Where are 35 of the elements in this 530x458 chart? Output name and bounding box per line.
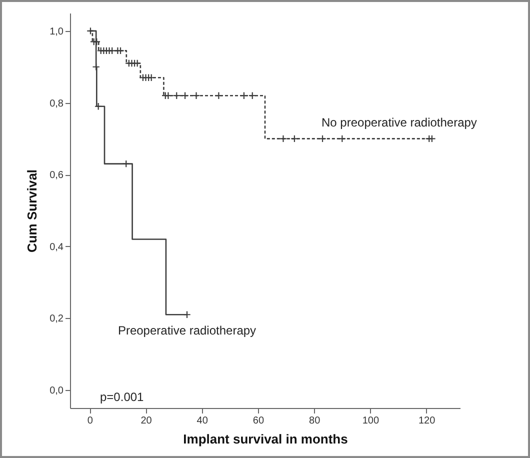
point	[183, 310, 191, 319]
x-tick-label: 20	[140, 416, 152, 426]
point	[92, 38, 101, 46]
point	[172, 92, 181, 100]
point	[279, 134, 288, 143]
y-tick-label: 0,2	[50, 314, 64, 325]
point	[192, 92, 200, 100]
x-tick-label: 40	[196, 416, 208, 426]
y-tick-label: 0,4	[50, 242, 64, 253]
x-tick-label: 0	[87, 416, 94, 426]
series-label: No preoperative radiotherapy	[322, 116, 477, 130]
y-tick-label: 0,6	[50, 170, 64, 182]
point	[94, 102, 102, 110]
point	[290, 134, 298, 143]
point	[164, 92, 172, 100]
annotation: p=0.001	[100, 390, 144, 404]
point	[108, 46, 116, 55]
point	[122, 160, 130, 168]
y-axis-title: Cum Survival	[24, 169, 40, 253]
point	[338, 134, 346, 143]
y-tick-label: 0,8	[50, 98, 64, 110]
series-label: Preoperative radiotherapy	[118, 324, 256, 338]
point	[318, 134, 326, 143]
point	[214, 92, 223, 100]
x-tick-label: 80	[309, 416, 321, 426]
y-tick-label: 1,0	[50, 26, 64, 38]
point	[240, 92, 248, 100]
point	[92, 62, 100, 71]
point	[248, 92, 256, 100]
x-tick-label: 100	[362, 416, 380, 426]
x-tick-label: 120	[418, 416, 436, 426]
y-tick-label: 0,0	[50, 386, 64, 397]
x-axis-title: Implant survival in months	[183, 432, 348, 446]
x-tick-label: 60	[252, 416, 264, 426]
point	[181, 92, 189, 100]
